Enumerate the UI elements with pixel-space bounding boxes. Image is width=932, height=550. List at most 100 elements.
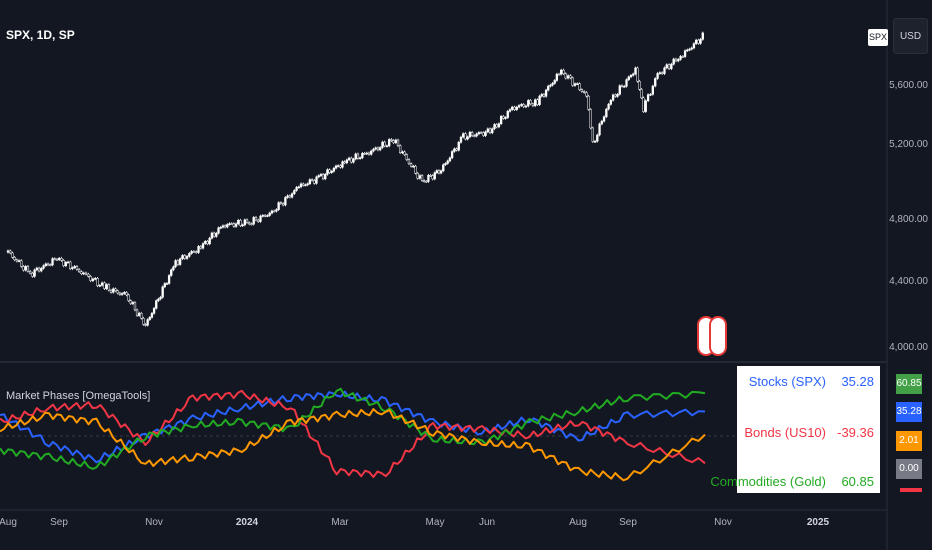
candle-body: [442, 164, 445, 172]
candle-body: [91, 278, 95, 281]
candle-body: [259, 215, 262, 222]
candle-body: [379, 147, 382, 151]
candle-body: [53, 258, 56, 260]
candle-body: [649, 94, 652, 96]
candle-body: [697, 39, 700, 44]
table-value: -39.36: [837, 425, 874, 440]
candle-body: [605, 108, 608, 118]
currency-badge[interactable]: USD: [893, 18, 928, 54]
candle-body: [542, 94, 546, 97]
candle-body: [457, 142, 460, 151]
candle-body: [427, 175, 430, 182]
candle-body: [28, 270, 32, 274]
candle-body: [497, 123, 501, 128]
candle-body: [257, 219, 260, 222]
candle-body: [306, 183, 309, 186]
candle-body: [651, 85, 654, 95]
candle-body: [470, 131, 474, 136]
candle-body: [239, 219, 242, 226]
candle-body: [623, 86, 626, 88]
price-tick-label: 5,200.00: [889, 139, 928, 150]
candle-body: [263, 215, 267, 217]
candle-body: [324, 174, 327, 180]
candle-body: [394, 139, 397, 143]
table-label: Commodities (Gold): [710, 474, 826, 489]
candle-body: [468, 131, 472, 138]
candle-body: [281, 203, 285, 206]
candle-body: [178, 258, 182, 265]
candle-body: [159, 297, 162, 300]
candle-body: [62, 260, 65, 267]
candle-body: [536, 99, 539, 105]
value-badge: 0.00: [896, 459, 922, 479]
indicator-title[interactable]: Market Phases [OmegaTools]: [6, 390, 151, 402]
candle-body: [167, 275, 171, 284]
candle-body: [674, 58, 678, 62]
candle-body: [670, 63, 673, 70]
candle-body: [71, 267, 74, 270]
candle-body: [638, 80, 641, 90]
symbol-badge[interactable]: SPX: [868, 29, 888, 46]
candle-body: [580, 89, 584, 92]
time-tick-label: Jun: [478, 517, 496, 528]
candle-body: [24, 266, 27, 271]
candle-body: [308, 179, 312, 185]
candle-body: [437, 170, 441, 174]
candle-body: [562, 69, 565, 74]
event-flag-icon[interactable]: [709, 316, 727, 356]
candle-body: [661, 72, 664, 74]
candle-body: [103, 282, 106, 289]
candle-body: [629, 75, 633, 78]
candle-body: [403, 151, 406, 155]
candle-body: [407, 159, 411, 165]
time-tick-label: Mar: [331, 517, 349, 528]
candle-body: [73, 266, 76, 268]
time-tick-label: 2025: [806, 517, 830, 528]
candle-body: [515, 106, 518, 110]
candle-body: [593, 140, 597, 143]
candle-body: [405, 154, 408, 160]
candle-body: [522, 104, 525, 108]
candle-body: [35, 267, 38, 271]
candle-body: [87, 273, 90, 277]
candle-body: [133, 302, 137, 311]
candle-body: [616, 94, 619, 97]
candle-body: [529, 100, 532, 105]
candle-body: [392, 140, 395, 143]
candle-body: [418, 175, 422, 179]
candle-body: [284, 197, 287, 206]
candle-body: [544, 89, 548, 97]
candle-body: [295, 187, 298, 191]
candle-body: [401, 151, 404, 154]
candle-body: [261, 215, 264, 217]
candle-body: [144, 324, 147, 326]
candle-body: [58, 258, 61, 260]
candle-body: [448, 157, 452, 162]
candle-body: [517, 105, 521, 108]
candle-body: [435, 170, 438, 174]
candle-body: [96, 278, 99, 287]
candle-body: [288, 195, 292, 198]
candle-body: [120, 293, 124, 295]
candle-body: [646, 94, 650, 102]
candle-body: [576, 83, 579, 85]
candle-body: [237, 219, 240, 225]
candle-body: [185, 256, 189, 259]
candle-body: [157, 298, 160, 301]
time-tick-label: Aug: [569, 517, 587, 528]
candle-body: [266, 215, 269, 217]
candle-body: [692, 43, 696, 49]
candle-body: [690, 47, 693, 50]
candle-body: [219, 226, 222, 229]
candle-body: [495, 124, 498, 128]
ticker-label[interactable]: SPX, 1D, SP: [6, 28, 75, 42]
candle-body: [201, 243, 205, 249]
candle-body: [286, 195, 289, 198]
candle-body: [600, 120, 603, 125]
candle-body: [431, 175, 434, 180]
series-line-2: [0, 387, 706, 470]
candle-body: [527, 100, 530, 107]
candle-body: [499, 115, 503, 125]
candle-body: [681, 56, 685, 58]
